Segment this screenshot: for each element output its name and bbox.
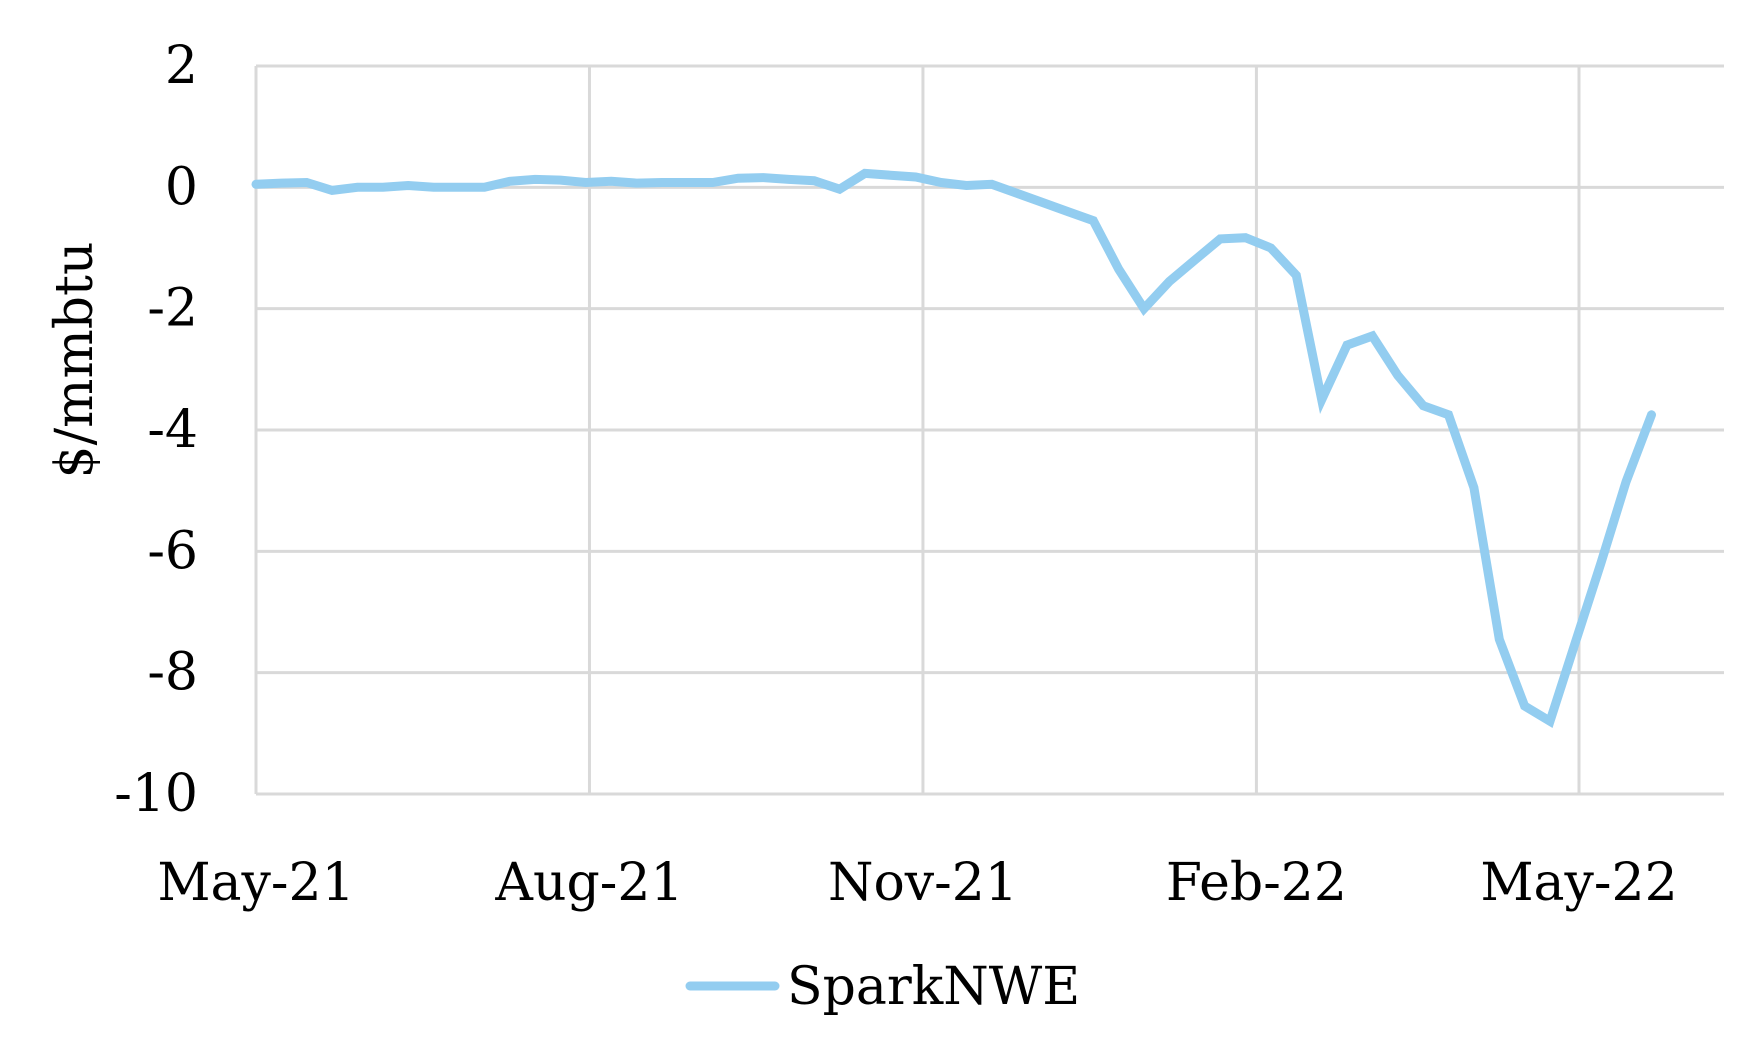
x-tick-label: Feb-22 bbox=[1166, 853, 1347, 913]
vertical-gridlines bbox=[254, 66, 1581, 794]
y-tick-label: -4 bbox=[147, 400, 198, 460]
y-axis-tick-labels: 2 0 -2 -4 -6 -8 -10 bbox=[114, 36, 198, 824]
series-layer bbox=[251, 168, 1656, 728]
legend: SparkNWE bbox=[685, 957, 1080, 1017]
y-tick-label: 0 bbox=[165, 157, 198, 217]
y-tick-label: -8 bbox=[147, 643, 198, 703]
y-axis-title: $/mmbtu bbox=[45, 242, 105, 479]
y-tick-label: 2 bbox=[165, 36, 198, 96]
x-tick-label: Nov-21 bbox=[828, 853, 1018, 913]
y-tick-label: -2 bbox=[147, 279, 198, 339]
x-axis-tick-labels: May-21 Aug-21 Nov-21 Feb-22 May-22 bbox=[157, 853, 1677, 913]
x-tick-label: Aug-21 bbox=[494, 853, 683, 913]
y-tick-label: -6 bbox=[147, 521, 198, 581]
series-line-sparknwe bbox=[251, 168, 1656, 728]
y-tick-label: -10 bbox=[114, 764, 198, 824]
x-tick-label: May-22 bbox=[1480, 853, 1677, 913]
legend-label: SparkNWE bbox=[787, 957, 1080, 1017]
horizontal-gridlines bbox=[256, 64, 1724, 796]
x-tick-label: May-21 bbox=[157, 853, 354, 913]
